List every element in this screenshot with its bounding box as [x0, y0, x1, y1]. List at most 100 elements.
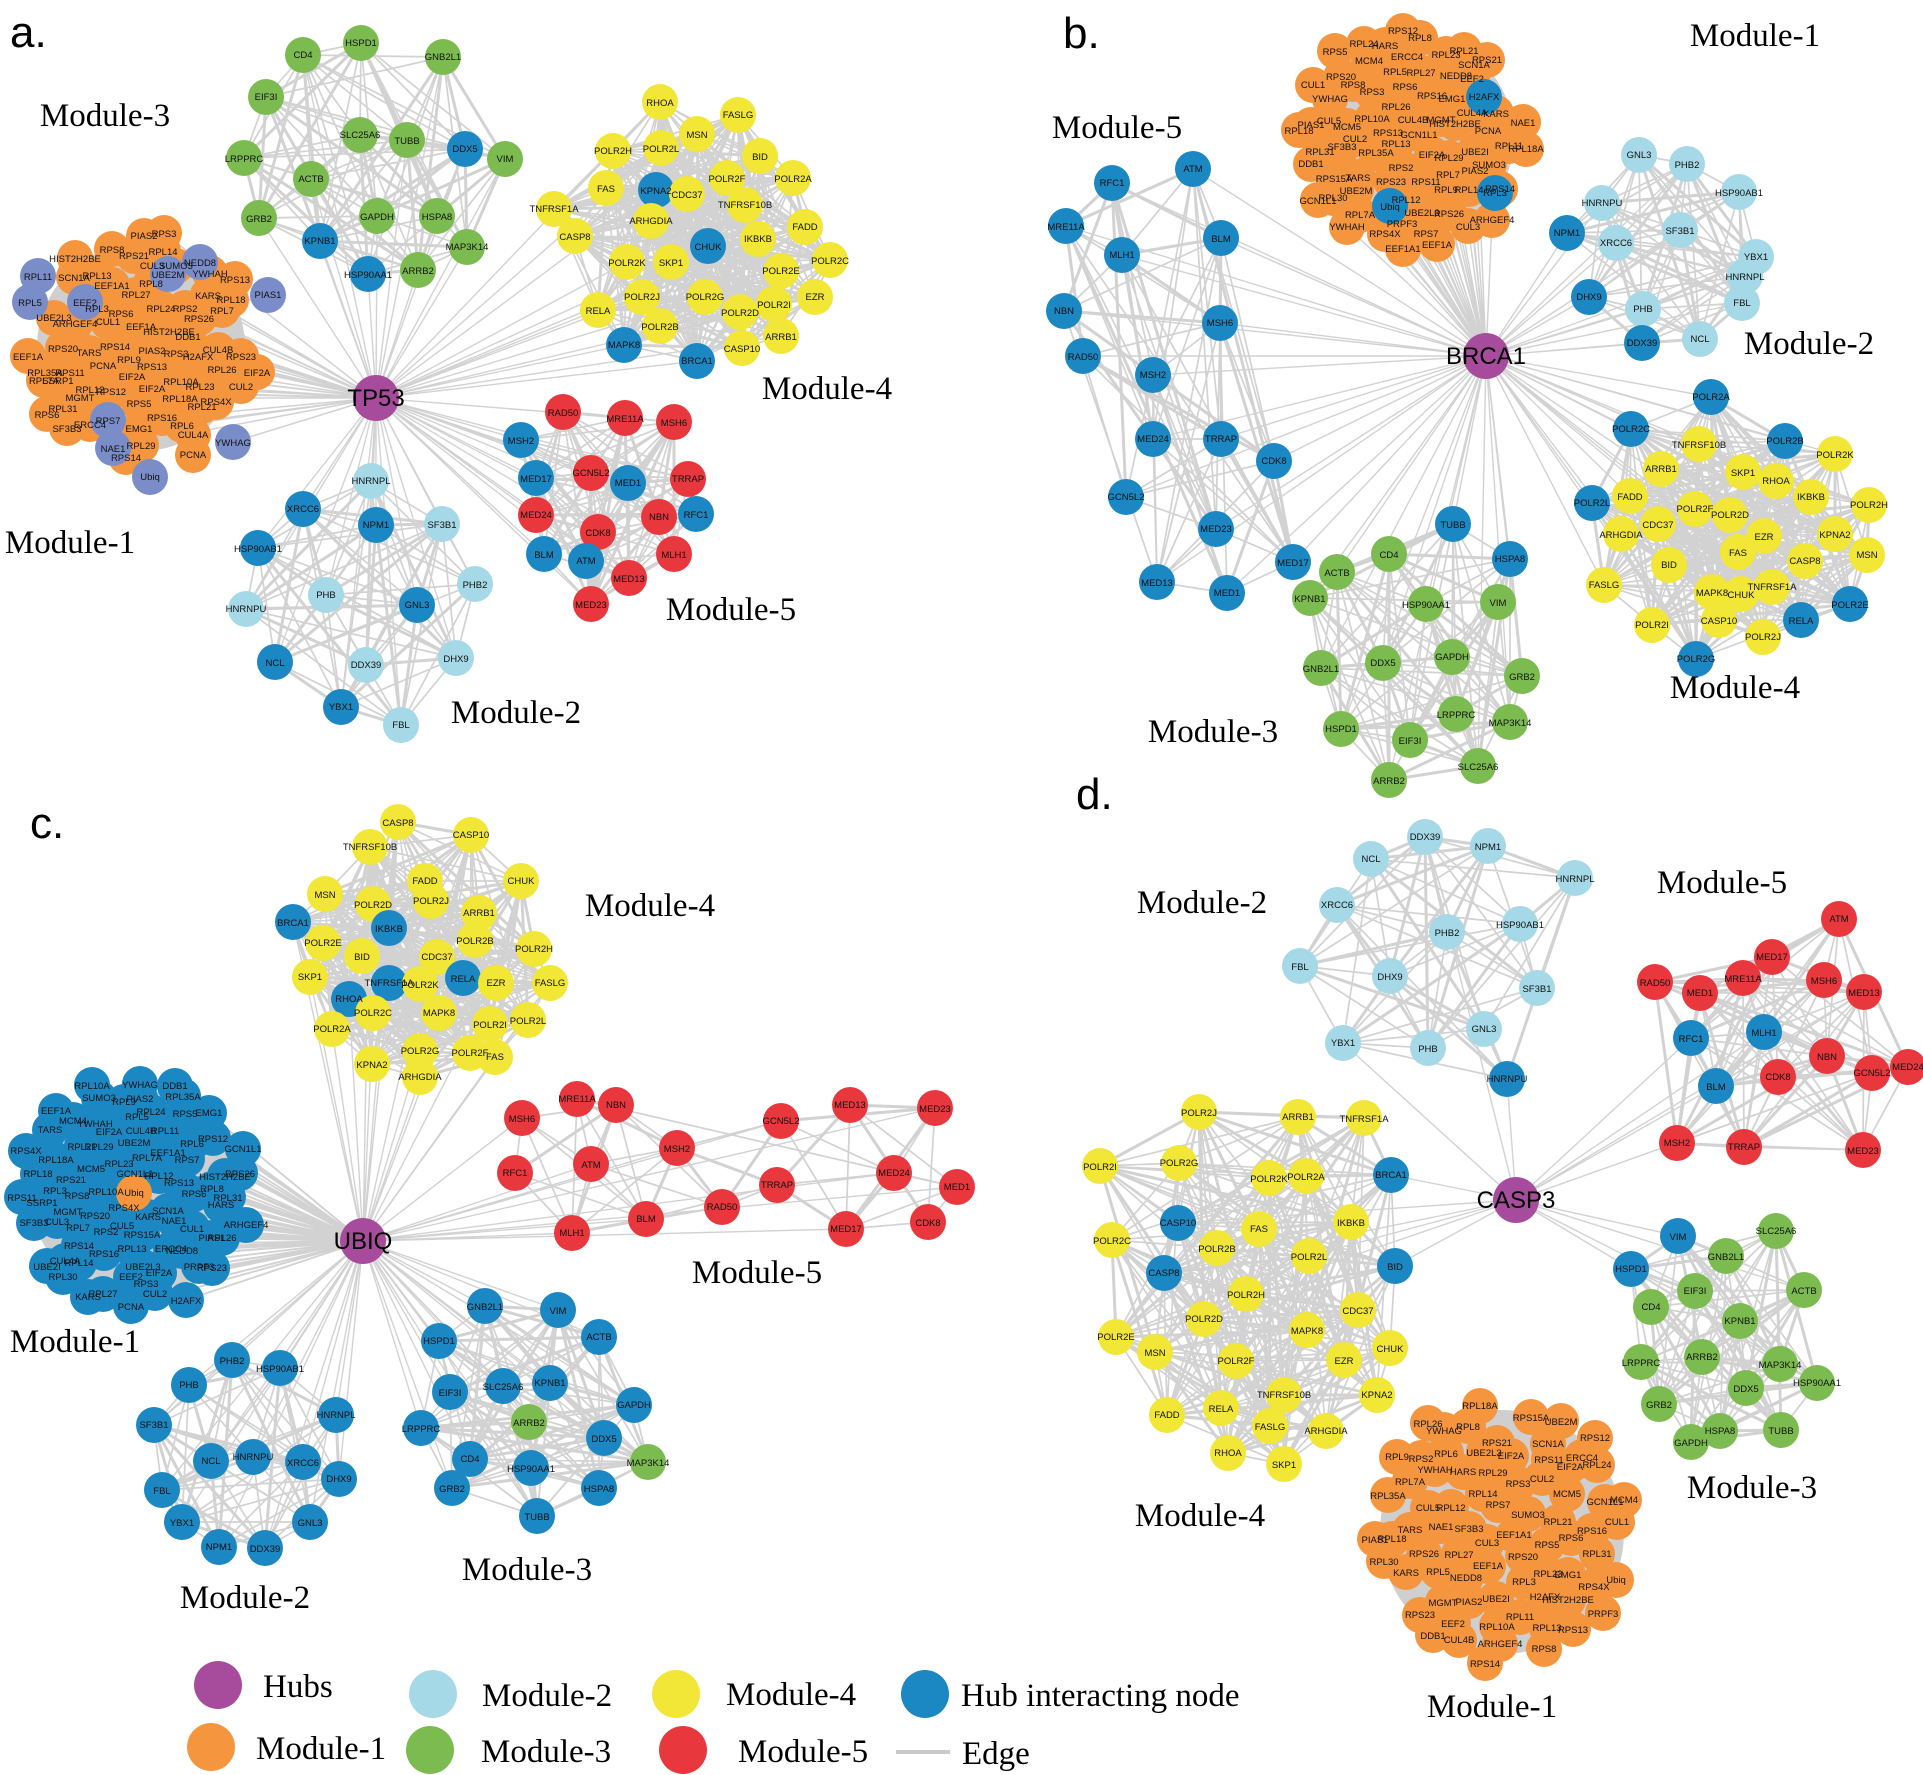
svg-text:EZR: EZR — [1335, 1356, 1354, 1367]
svg-text:YBX1: YBX1 — [170, 1518, 194, 1529]
svg-text:GCN1L1: GCN1L1 — [1587, 1497, 1624, 1508]
svg-text:RPS21: RPS21 — [1482, 1438, 1512, 1449]
svg-text:PHB: PHB — [1633, 304, 1653, 315]
svg-text:XRCC6: XRCC6 — [1321, 900, 1353, 911]
svg-text:YBX1: YBX1 — [1744, 252, 1768, 263]
svg-text:Module-1: Module-1 — [10, 1324, 140, 1360]
svg-text:RPS26: RPS26 — [1434, 209, 1464, 220]
svg-text:MCM4: MCM4 — [1610, 1495, 1638, 1506]
svg-text:RHOA: RHOA — [1762, 476, 1790, 487]
svg-text:Ubiq: Ubiq — [1606, 1575, 1626, 1586]
svg-text:HSP90AB1: HSP90AB1 — [234, 544, 282, 555]
svg-text:DDB1: DDB1 — [162, 1081, 187, 1092]
svg-text:CUL4A: CUL4A — [1457, 108, 1488, 119]
svg-text:POLR2J: POLR2J — [413, 896, 449, 907]
svg-text:RPL7A: RPL7A — [29, 376, 60, 387]
svg-text:RPS16: RPS16 — [89, 1249, 119, 1260]
svg-text:RELA: RELA — [1789, 616, 1814, 627]
svg-text:HSPA8: HSPA8 — [422, 212, 452, 223]
svg-text:SLC25A6: SLC25A6 — [1458, 762, 1499, 773]
svg-text:ARRB2: ARRB2 — [513, 1418, 545, 1429]
svg-text:RPL9: RPL9 — [1434, 185, 1458, 196]
svg-text:RPS14: RPS14 — [111, 453, 141, 464]
svg-text:RPL35A: RPL35A — [27, 368, 63, 379]
svg-text:POLR2H: POLR2H — [515, 944, 553, 955]
svg-text:YWHAH: YWHAH — [1329, 222, 1365, 233]
svg-text:FASLG: FASLG — [1255, 1422, 1286, 1433]
svg-text:MSH2: MSH2 — [1140, 370, 1166, 381]
svg-text:PIAS2: PIAS2 — [131, 231, 158, 242]
svg-text:ATM: ATM — [1183, 164, 1202, 175]
svg-text:ARRB1: ARRB1 — [1645, 464, 1677, 475]
svg-text:Ubiq: Ubiq — [1380, 202, 1400, 213]
svg-text:RPL26: RPL26 — [207, 1233, 236, 1244]
svg-text:POLR2J: POLR2J — [624, 292, 660, 303]
svg-text:EEF1A: EEF1A — [1473, 1561, 1504, 1572]
svg-text:LRPPRC: LRPPRC — [402, 1424, 441, 1435]
svg-text:TNFRSF1A: TNFRSF1A — [1747, 582, 1797, 593]
svg-text:RPL7: RPL7 — [1436, 170, 1460, 181]
svg-text:ARHGDIA: ARHGDIA — [1304, 1426, 1348, 1437]
svg-text:DDX5: DDX5 — [1733, 1384, 1758, 1395]
svg-text:Module-5: Module-5 — [692, 1255, 822, 1291]
svg-text:EMG1: EMG1 — [1439, 94, 1466, 105]
svg-text:TNFRSF1A: TNFRSF1A — [529, 204, 579, 215]
svg-text:ARHGDIA: ARHGDIA — [398, 1072, 442, 1083]
svg-text:RPL23: RPL23 — [1533, 1569, 1562, 1580]
svg-text:Module-3: Module-3 — [1687, 1470, 1817, 1506]
svg-text:ACTB: ACTB — [1791, 1286, 1816, 1297]
svg-text:LRPPRC: LRPPRC — [1622, 1358, 1661, 1369]
svg-text:MCM5: MCM5 — [77, 1164, 105, 1175]
svg-text:DDX39: DDX39 — [250, 1544, 281, 1555]
svg-text:NPM1: NPM1 — [1554, 228, 1580, 239]
svg-text:RPL18A: RPL18A — [162, 394, 198, 405]
svg-text:BID: BID — [1661, 560, 1677, 571]
svg-text:Module-5: Module-5 — [738, 1734, 868, 1770]
svg-text:POLR2H: POLR2H — [594, 146, 632, 157]
svg-text:EMG1: EMG1 — [1555, 1570, 1582, 1581]
svg-text:RPS26: RPS26 — [184, 314, 214, 325]
svg-text:GCN1L1: GCN1L1 — [117, 1169, 154, 1180]
svg-text:RPL18: RPL18 — [23, 1169, 52, 1180]
svg-text:H2AFX: H2AFX — [1530, 1592, 1561, 1603]
svg-text:UBE2L3: UBE2L3 — [1466, 1448, 1501, 1459]
svg-text:TUBB: TUBB — [394, 136, 419, 147]
svg-text:b.: b. — [1063, 9, 1100, 58]
svg-text:RPS14: RPS14 — [100, 342, 130, 353]
svg-text:DDX5: DDX5 — [452, 144, 477, 155]
svg-text:KPNB1: KPNB1 — [1294, 594, 1325, 605]
svg-text:Hubs: Hubs — [263, 1669, 333, 1705]
svg-text:RPL21: RPL21 — [1449, 46, 1478, 57]
svg-text:FAS: FAS — [1729, 548, 1747, 559]
svg-text:POLR2H: POLR2H — [1850, 500, 1888, 511]
svg-text:RPL12: RPL12 — [144, 1171, 173, 1182]
svg-text:RPL9: RPL9 — [117, 355, 141, 366]
svg-text:VIM: VIM — [1670, 1232, 1687, 1243]
svg-text:MLH1: MLH1 — [559, 1228, 584, 1239]
svg-text:POLR2E: POLR2E — [304, 938, 342, 949]
svg-text:SCN1A: SCN1A — [58, 273, 90, 284]
svg-text:BRCA1: BRCA1 — [681, 356, 713, 367]
svg-text:RPL27: RPL27 — [121, 290, 150, 301]
svg-text:SCN1A: SCN1A — [1532, 1439, 1564, 1450]
svg-text:RPS2: RPS2 — [173, 304, 198, 315]
svg-text:MSN: MSN — [1856, 550, 1877, 561]
svg-text:RPS4X: RPS4X — [1369, 229, 1401, 240]
svg-text:EIF3I: EIF3I — [255, 92, 278, 103]
svg-text:YWHAG: YWHAG — [215, 438, 251, 449]
svg-text:RPL29: RPL29 — [1478, 1468, 1507, 1479]
svg-text:RPS6: RPS6 — [1393, 82, 1418, 93]
svg-text:d.: d. — [1076, 770, 1113, 819]
svg-text:UBE2L3: UBE2L3 — [36, 313, 71, 324]
svg-text:MED24: MED24 — [1137, 434, 1169, 445]
svg-text:RPL31: RPL31 — [1582, 1549, 1611, 1560]
svg-text:RPL35A: RPL35A — [165, 1092, 201, 1103]
svg-text:Module-2: Module-2 — [451, 695, 581, 731]
svg-text:RPL10A: RPL10A — [1479, 1622, 1515, 1633]
svg-text:ACTB: ACTB — [1324, 568, 1349, 579]
svg-text:H2AFX: H2AFX — [183, 352, 214, 363]
svg-text:GNB2L1: GNB2L1 — [467, 1302, 503, 1313]
svg-text:IKBKB: IKBKB — [1337, 1218, 1365, 1229]
svg-text:RPL21: RPL21 — [187, 402, 216, 413]
svg-text:RPL18: RPL18 — [216, 295, 245, 306]
